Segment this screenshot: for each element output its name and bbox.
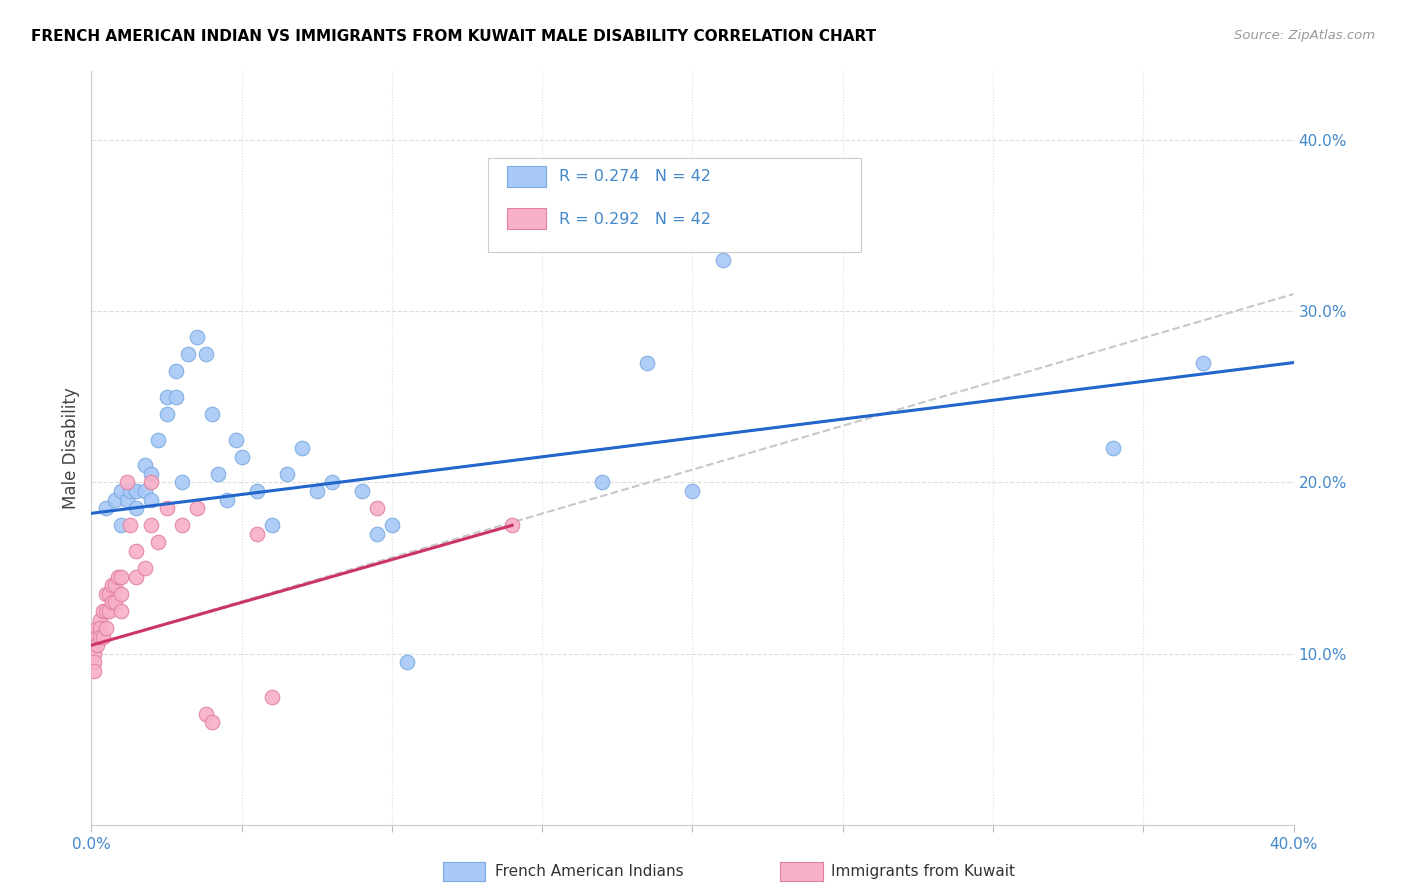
Point [395, 656, 418, 670]
FancyBboxPatch shape [488, 158, 860, 252]
Point [93, 604, 115, 618]
Point [107, 570, 129, 584]
Point [110, 604, 132, 618]
Point [125, 570, 148, 584]
Point [86, 630, 108, 644]
Point [110, 518, 132, 533]
Text: Source: ZipAtlas.com: Source: ZipAtlas.com [1234, 29, 1375, 42]
FancyBboxPatch shape [508, 208, 546, 229]
Point [146, 535, 169, 549]
Point [170, 475, 193, 490]
Point [117, 475, 139, 490]
Point [83, 664, 105, 678]
Point [101, 578, 124, 592]
Point [501, 518, 523, 533]
Point [86, 621, 108, 635]
Point [321, 475, 343, 490]
Point [134, 458, 156, 473]
Point [110, 484, 132, 499]
Point [120, 484, 142, 499]
Point [225, 433, 247, 447]
Point [125, 544, 148, 558]
Y-axis label: Male Disability: Male Disability [62, 387, 80, 509]
Text: R = 0.292   N = 42: R = 0.292 N = 42 [560, 211, 711, 227]
Point [89, 621, 111, 635]
Text: Immigrants from Kuwait: Immigrants from Kuwait [831, 864, 1015, 879]
Point [125, 501, 148, 516]
Point [110, 570, 132, 584]
Point [591, 475, 613, 490]
Point [141, 518, 163, 533]
Point [104, 578, 127, 592]
Point [89, 630, 111, 644]
Point [98, 604, 121, 618]
Point [96, 621, 118, 635]
Point [170, 518, 193, 533]
Point [201, 407, 224, 421]
Point [260, 518, 283, 533]
Point [381, 518, 404, 533]
Point [141, 467, 163, 481]
Point [276, 467, 298, 481]
Point [83, 656, 105, 670]
Point [83, 638, 105, 652]
FancyBboxPatch shape [508, 166, 546, 186]
Point [125, 484, 148, 499]
Point [134, 561, 156, 575]
Point [83, 647, 105, 661]
Point [98, 587, 121, 601]
Point [104, 595, 127, 609]
Point [155, 407, 177, 421]
Point [350, 484, 373, 499]
Point [186, 501, 208, 516]
Point [186, 330, 208, 344]
Point [101, 595, 124, 609]
Point [134, 484, 156, 499]
Point [366, 501, 388, 516]
Point [681, 484, 703, 499]
Point [194, 706, 217, 721]
Point [104, 492, 127, 507]
Point [711, 252, 734, 267]
Point [96, 604, 118, 618]
Point [165, 364, 187, 378]
Point [260, 690, 283, 704]
Point [110, 587, 132, 601]
Point [86, 638, 108, 652]
Point [120, 518, 142, 533]
Point [96, 587, 118, 601]
Point [194, 347, 217, 361]
Point [201, 715, 224, 730]
Point [96, 501, 118, 516]
Point [231, 450, 253, 464]
Point [146, 433, 169, 447]
Point [305, 484, 328, 499]
Text: FRENCH AMERICAN INDIAN VS IMMIGRANTS FROM KUWAIT MALE DISABILITY CORRELATION CHA: FRENCH AMERICAN INDIAN VS IMMIGRANTS FRO… [31, 29, 876, 44]
Text: R = 0.274   N = 42: R = 0.274 N = 42 [560, 169, 711, 185]
Point [215, 492, 238, 507]
Point [155, 390, 177, 404]
Point [1102, 441, 1125, 455]
Point [246, 484, 269, 499]
Point [89, 613, 111, 627]
Point [636, 355, 658, 369]
Point [1192, 355, 1215, 369]
Point [93, 630, 115, 644]
Point [291, 441, 314, 455]
Point [366, 527, 388, 541]
Point [207, 467, 229, 481]
Point [155, 501, 177, 516]
Point [141, 492, 163, 507]
Point [141, 475, 163, 490]
Point [165, 390, 187, 404]
Point [246, 527, 269, 541]
Point [176, 347, 198, 361]
Text: French American Indians: French American Indians [495, 864, 683, 879]
Point [117, 492, 139, 507]
